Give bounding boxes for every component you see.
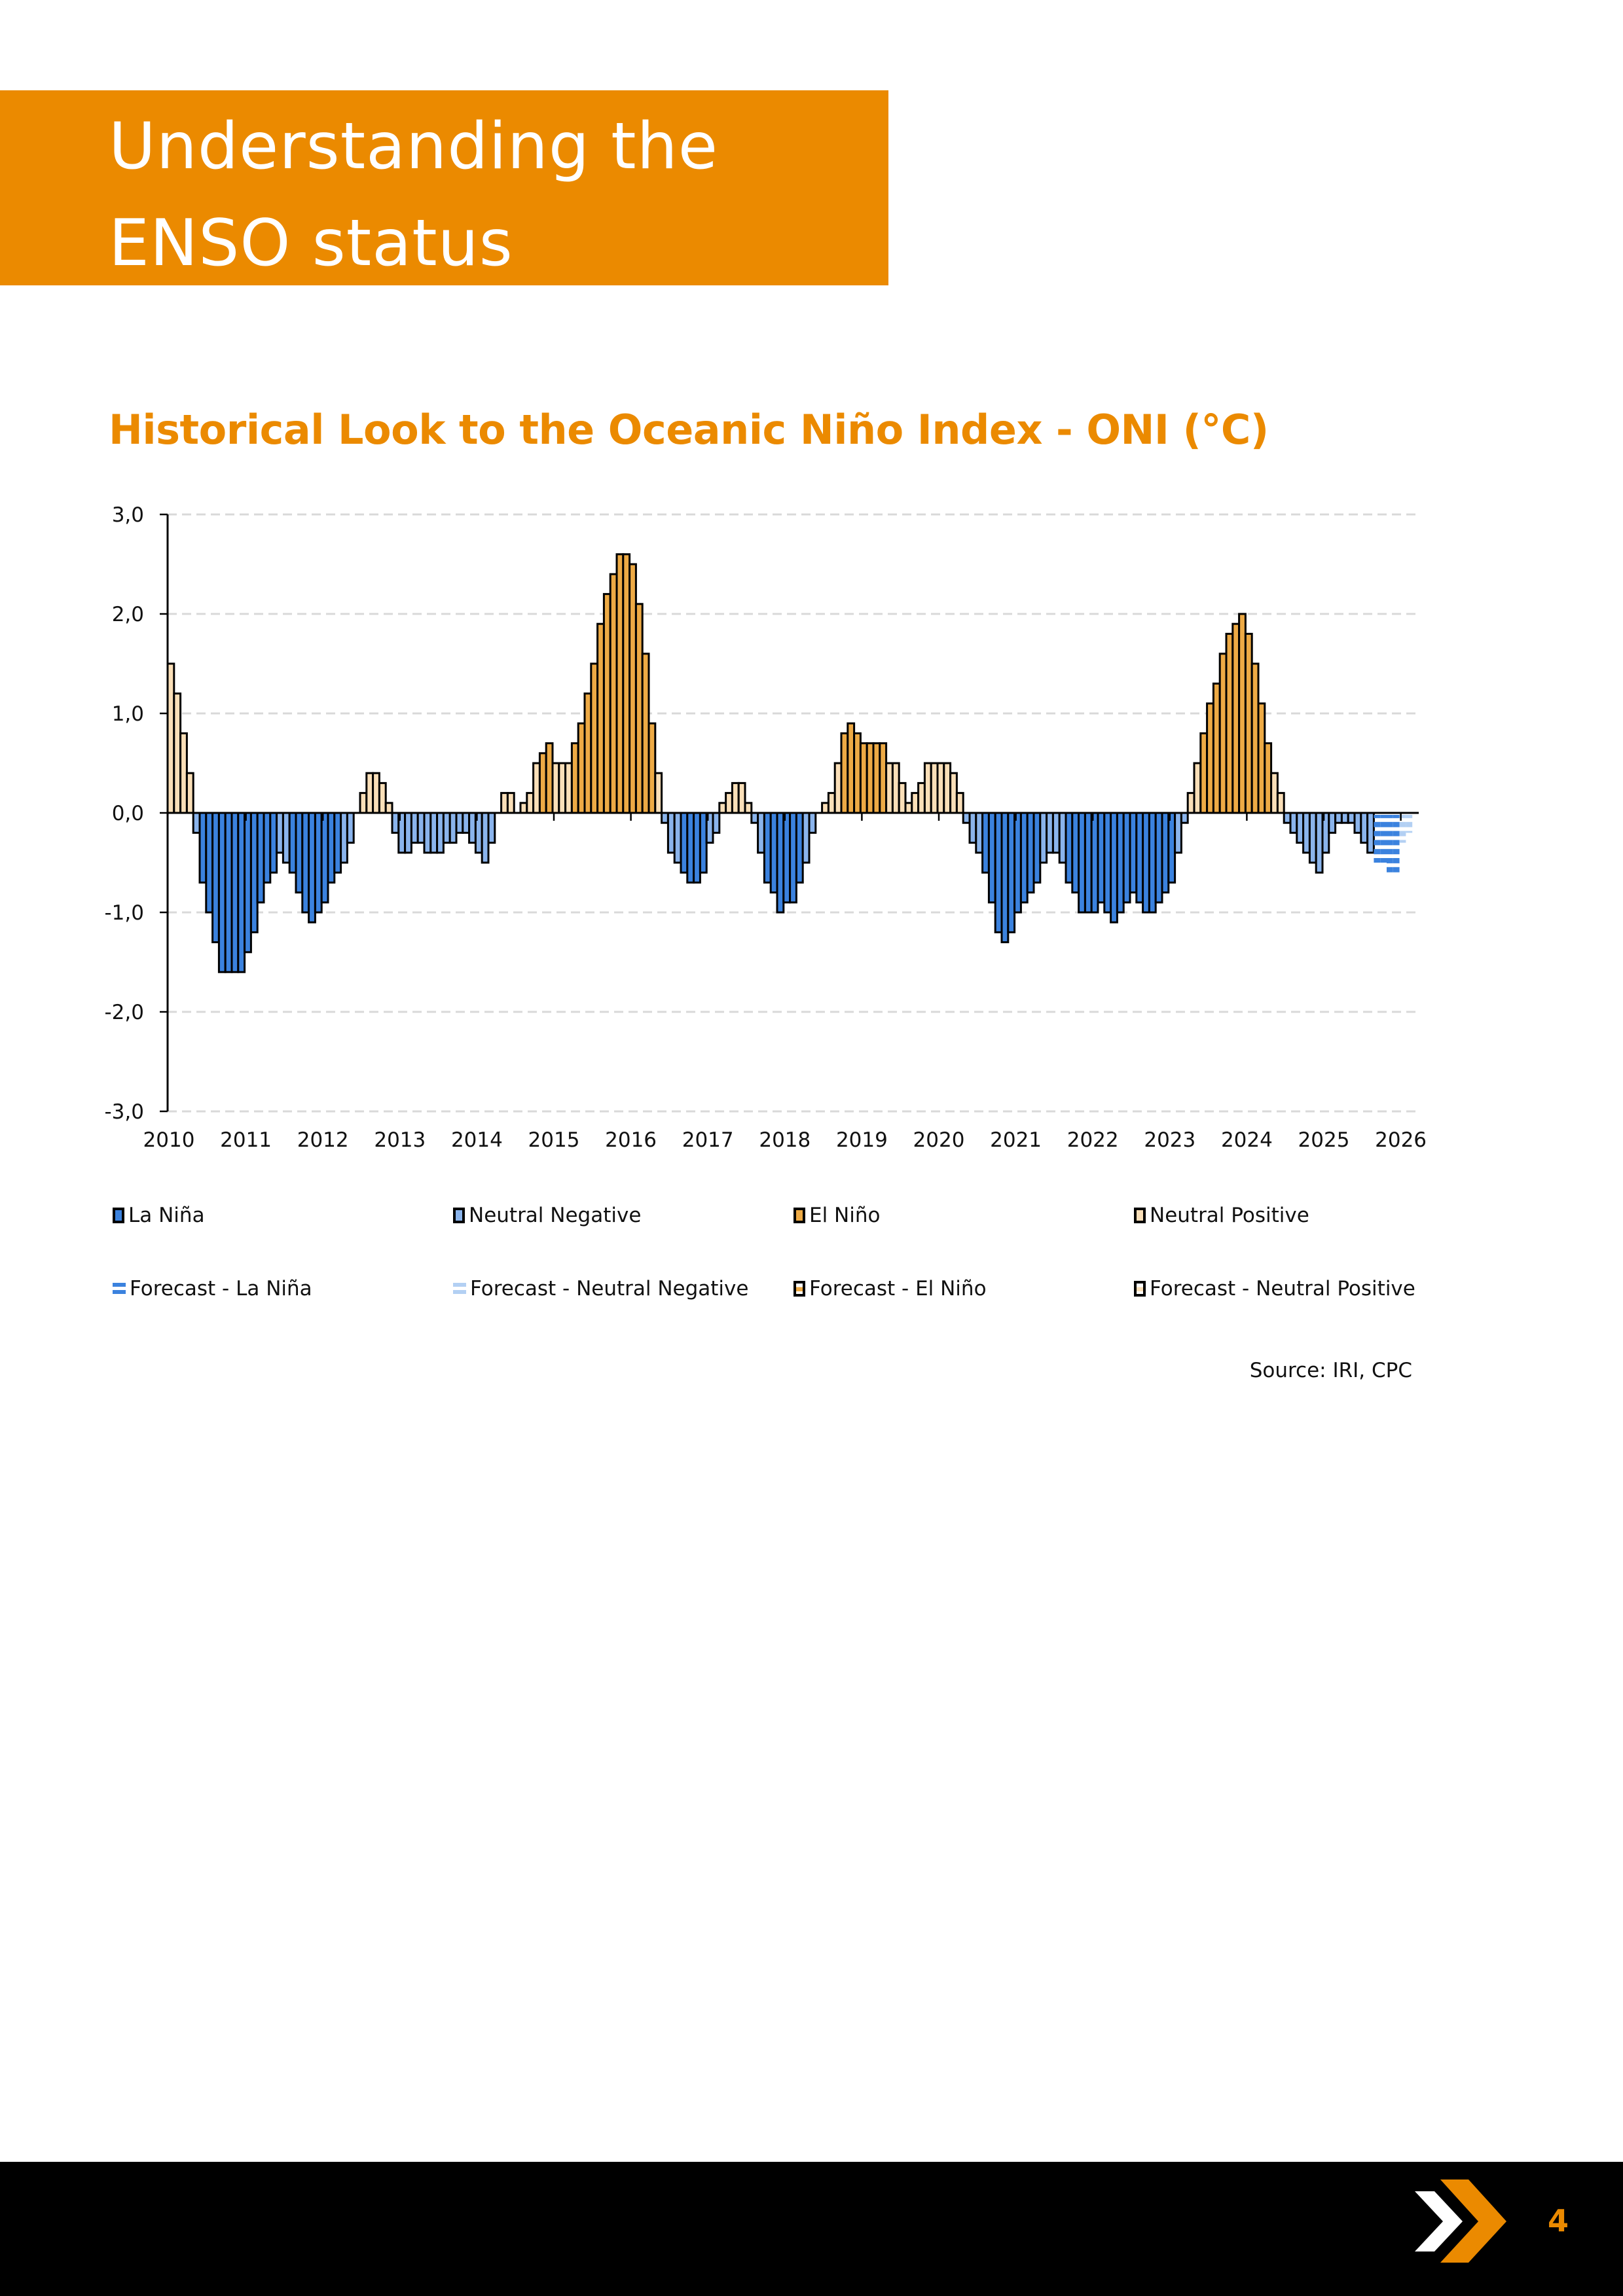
- y-tick-label: 1,0: [112, 702, 144, 726]
- x-tick-label: 2015: [528, 1128, 580, 1152]
- bar-neutral-positive: [185, 772, 194, 814]
- x-tick-label: 2026: [1375, 1128, 1427, 1152]
- x-tick-label: 2019: [836, 1128, 888, 1152]
- bar-forecast-la-nina: [1380, 815, 1387, 863]
- y-tick-label: 2,0: [112, 603, 144, 626]
- page-title: Understanding the ENSO status: [109, 98, 718, 292]
- legend-item: El Niño: [793, 1202, 1134, 1229]
- x-tick-label: 2021: [990, 1128, 1042, 1152]
- x-tick-label: 2025: [1298, 1128, 1350, 1152]
- page-number: 4: [1548, 2203, 1569, 2238]
- bar-neutral-negative: [1180, 812, 1189, 824]
- x-tick-label: 2012: [297, 1128, 349, 1152]
- legend-swatch-neutral-negative: [453, 1208, 465, 1223]
- y-tick-label: -1,0: [105, 901, 145, 925]
- legend-label: El Niño: [809, 1204, 881, 1227]
- x-tick-label: 2018: [759, 1128, 811, 1152]
- legend-label: Forecast - El Niño: [809, 1277, 987, 1300]
- tick-labels: 3,0 2,0 1,0 0,0 -1,0 -2,0 -3,0 2010 2011 2012 2013…: [105, 503, 1427, 1152]
- legend-item: Neutral Positive: [1134, 1202, 1474, 1229]
- y-tick-label: 0,0: [112, 802, 144, 825]
- legend-label: La Niña: [128, 1204, 205, 1227]
- bar-neutral-positive: [506, 792, 515, 814]
- x-tick-label: 2023: [1144, 1128, 1195, 1152]
- axes: [160, 513, 1419, 1113]
- bar-neutral-positive: [384, 802, 393, 814]
- bar-neutral-negative: [487, 812, 496, 844]
- bars: [166, 553, 1413, 973]
- legend-item: La Niña: [113, 1202, 453, 1229]
- bar-neutral-negative: [1366, 812, 1375, 854]
- y-tick-label: -3,0: [105, 1100, 145, 1124]
- legend-item: Neutral Negative: [453, 1202, 793, 1229]
- legend-swatch-forecast-el-nino: [793, 1281, 805, 1297]
- legend-swatch-la-nina: [113, 1208, 124, 1223]
- legend-label: Forecast - Neutral Positive: [1150, 1277, 1415, 1300]
- chart-title: Historical Look to the Oceanic Niño Inde…: [109, 406, 1269, 454]
- legend-swatch-neutral-positive: [1134, 1208, 1146, 1223]
- x-tick-label: 2010: [143, 1128, 195, 1152]
- x-tick-label: 2017: [682, 1128, 734, 1152]
- bar-neutral-positive: [654, 772, 663, 814]
- bar-neutral-negative: [346, 812, 355, 844]
- legend-item: Forecast - Neutral Negative: [453, 1275, 793, 1302]
- bar-neutral-negative: [808, 812, 817, 834]
- page-title-line-1: Understanding the: [109, 109, 719, 184]
- legend-item: Forecast - Neutral Positive: [1134, 1275, 1474, 1302]
- double-chevron-right-icon: [1415, 2179, 1506, 2263]
- bar-neutral-positive: [955, 792, 964, 814]
- oni-bar-chart: 3,0 2,0 1,0 0,0 -1,0 -2,0 -3,0 2010 2011 2012 2013…: [105, 503, 1427, 1152]
- bar-neutral-negative: [712, 812, 721, 834]
- legend-item: Forecast - El Niño: [793, 1275, 1134, 1302]
- x-tick-label: 2016: [605, 1128, 657, 1152]
- x-tick-label: 2013: [374, 1128, 426, 1152]
- bar-forecast-neutral-negative: [1406, 815, 1413, 833]
- chart-legend: La Niña Neutral Negative El Niño Neutral Po…: [113, 1202, 1487, 1302]
- bar-forecast-la-nina: [1374, 815, 1381, 863]
- x-tick-label: 2022: [1067, 1128, 1119, 1152]
- y-tick-label: 3,0: [112, 503, 144, 527]
- legend-swatch-forecast-la-nina: [113, 1283, 126, 1295]
- bar-forecast-la-nina: [1393, 815, 1400, 873]
- x-tick-label: 2024: [1221, 1128, 1273, 1152]
- bar-forecast-la-nina: [1387, 815, 1393, 873]
- bar-forecast-neutral-negative: [1399, 815, 1406, 843]
- header-banner: [0, 90, 888, 285]
- bar-neutral-positive: [1276, 792, 1285, 814]
- x-tick-label: 2014: [451, 1128, 503, 1152]
- legend-label: Neutral Positive: [1150, 1204, 1309, 1227]
- x-tick-label: 2020: [913, 1128, 965, 1152]
- legend-swatch-forecast-neutral-positive: [1134, 1281, 1146, 1297]
- x-tick-label: 2011: [220, 1128, 272, 1152]
- footer-bar: [0, 2162, 1623, 2296]
- legend-label: Neutral Negative: [469, 1204, 642, 1227]
- y-tick-label: -2,0: [105, 1001, 145, 1024]
- page-title-line-2: ENSO status: [109, 206, 513, 281]
- source-note: Source: IRI, CPC: [1249, 1359, 1412, 1382]
- legend-item: Forecast - La Niña: [113, 1275, 453, 1302]
- legend-swatch-el-nino: [793, 1208, 805, 1223]
- bar-neutral-positive: [744, 802, 753, 814]
- legend-label: Forecast - Neutral Negative: [470, 1277, 749, 1300]
- chevron-orange: [1440, 2179, 1506, 2263]
- chevron-white: [1415, 2191, 1463, 2251]
- legend-swatch-forecast-neutral-negative: [453, 1283, 466, 1295]
- legend-label: Forecast - La Niña: [130, 1277, 312, 1300]
